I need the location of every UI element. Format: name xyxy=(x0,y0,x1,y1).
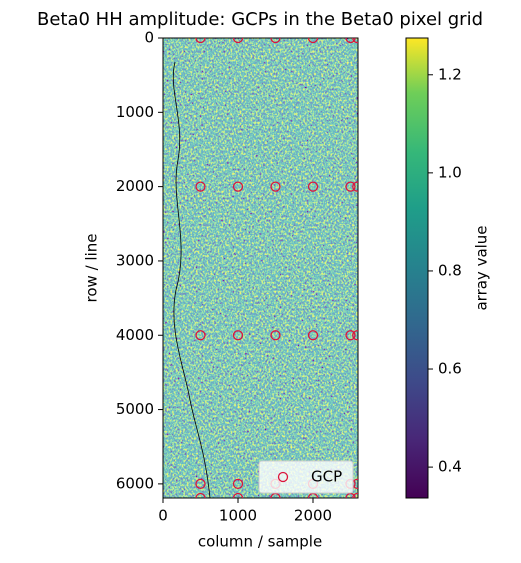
gcp-point xyxy=(195,330,206,341)
gcp-point xyxy=(270,181,281,192)
gcp-point xyxy=(345,492,356,498)
gcp-point xyxy=(345,38,356,44)
y-tick-label: 5000 xyxy=(116,400,154,418)
y-tick-label: 3000 xyxy=(116,251,154,269)
legend-label: GCP xyxy=(311,468,342,486)
gcp-point xyxy=(352,38,358,44)
gcp-point xyxy=(232,181,244,192)
gcp-point xyxy=(195,181,206,192)
x-tick-label: 0 xyxy=(158,507,168,525)
colorbar-tick-label: 0.4 xyxy=(438,458,462,476)
gcp-point xyxy=(352,492,358,498)
gcp-point xyxy=(352,330,358,341)
colorbar-tick-label: 0.6 xyxy=(438,360,462,378)
gcp-point xyxy=(345,181,356,192)
x-axis-label: column / sample xyxy=(198,533,322,551)
chart-title: Beta0 HH amplitude: GCPs in the Beta0 pi… xyxy=(37,9,483,30)
gcp-point xyxy=(307,330,319,341)
legend-marker xyxy=(277,471,289,483)
colorbar-tick-label: 1.2 xyxy=(438,65,462,83)
colorbar-tick-label: 0.8 xyxy=(438,261,462,279)
gcp-point xyxy=(232,478,244,490)
gcp-point xyxy=(307,181,319,192)
axes-frame xyxy=(162,37,359,499)
y-tick-label: 1000 xyxy=(116,103,154,121)
y-tick-label: 6000 xyxy=(116,474,154,492)
gcp-point xyxy=(345,330,356,341)
x-tick-label: 2000 xyxy=(294,507,332,525)
y-tick-label: 0 xyxy=(144,29,154,47)
gcp-point xyxy=(307,38,319,44)
colorbar-tick-label: 1.0 xyxy=(438,163,462,181)
gcp-point xyxy=(195,38,206,44)
colorbar-label: array value xyxy=(473,225,491,310)
gcp-point xyxy=(232,330,244,341)
gcp-point xyxy=(195,492,206,498)
y-tick-label: 2000 xyxy=(116,177,154,195)
gcp-point xyxy=(232,38,244,44)
gcp-point xyxy=(270,330,281,341)
legend-box xyxy=(258,460,354,494)
y-tick-label: 4000 xyxy=(116,326,154,344)
gcp-point xyxy=(352,181,358,192)
colorbar xyxy=(405,37,429,499)
gcp-point xyxy=(270,38,281,44)
x-tick-label: 1000 xyxy=(219,507,257,525)
gcp-point xyxy=(232,492,244,498)
gcp-point xyxy=(195,478,206,490)
raster-image xyxy=(163,38,358,498)
y-axis-label: row / line xyxy=(83,234,101,303)
river-line xyxy=(172,61,211,499)
